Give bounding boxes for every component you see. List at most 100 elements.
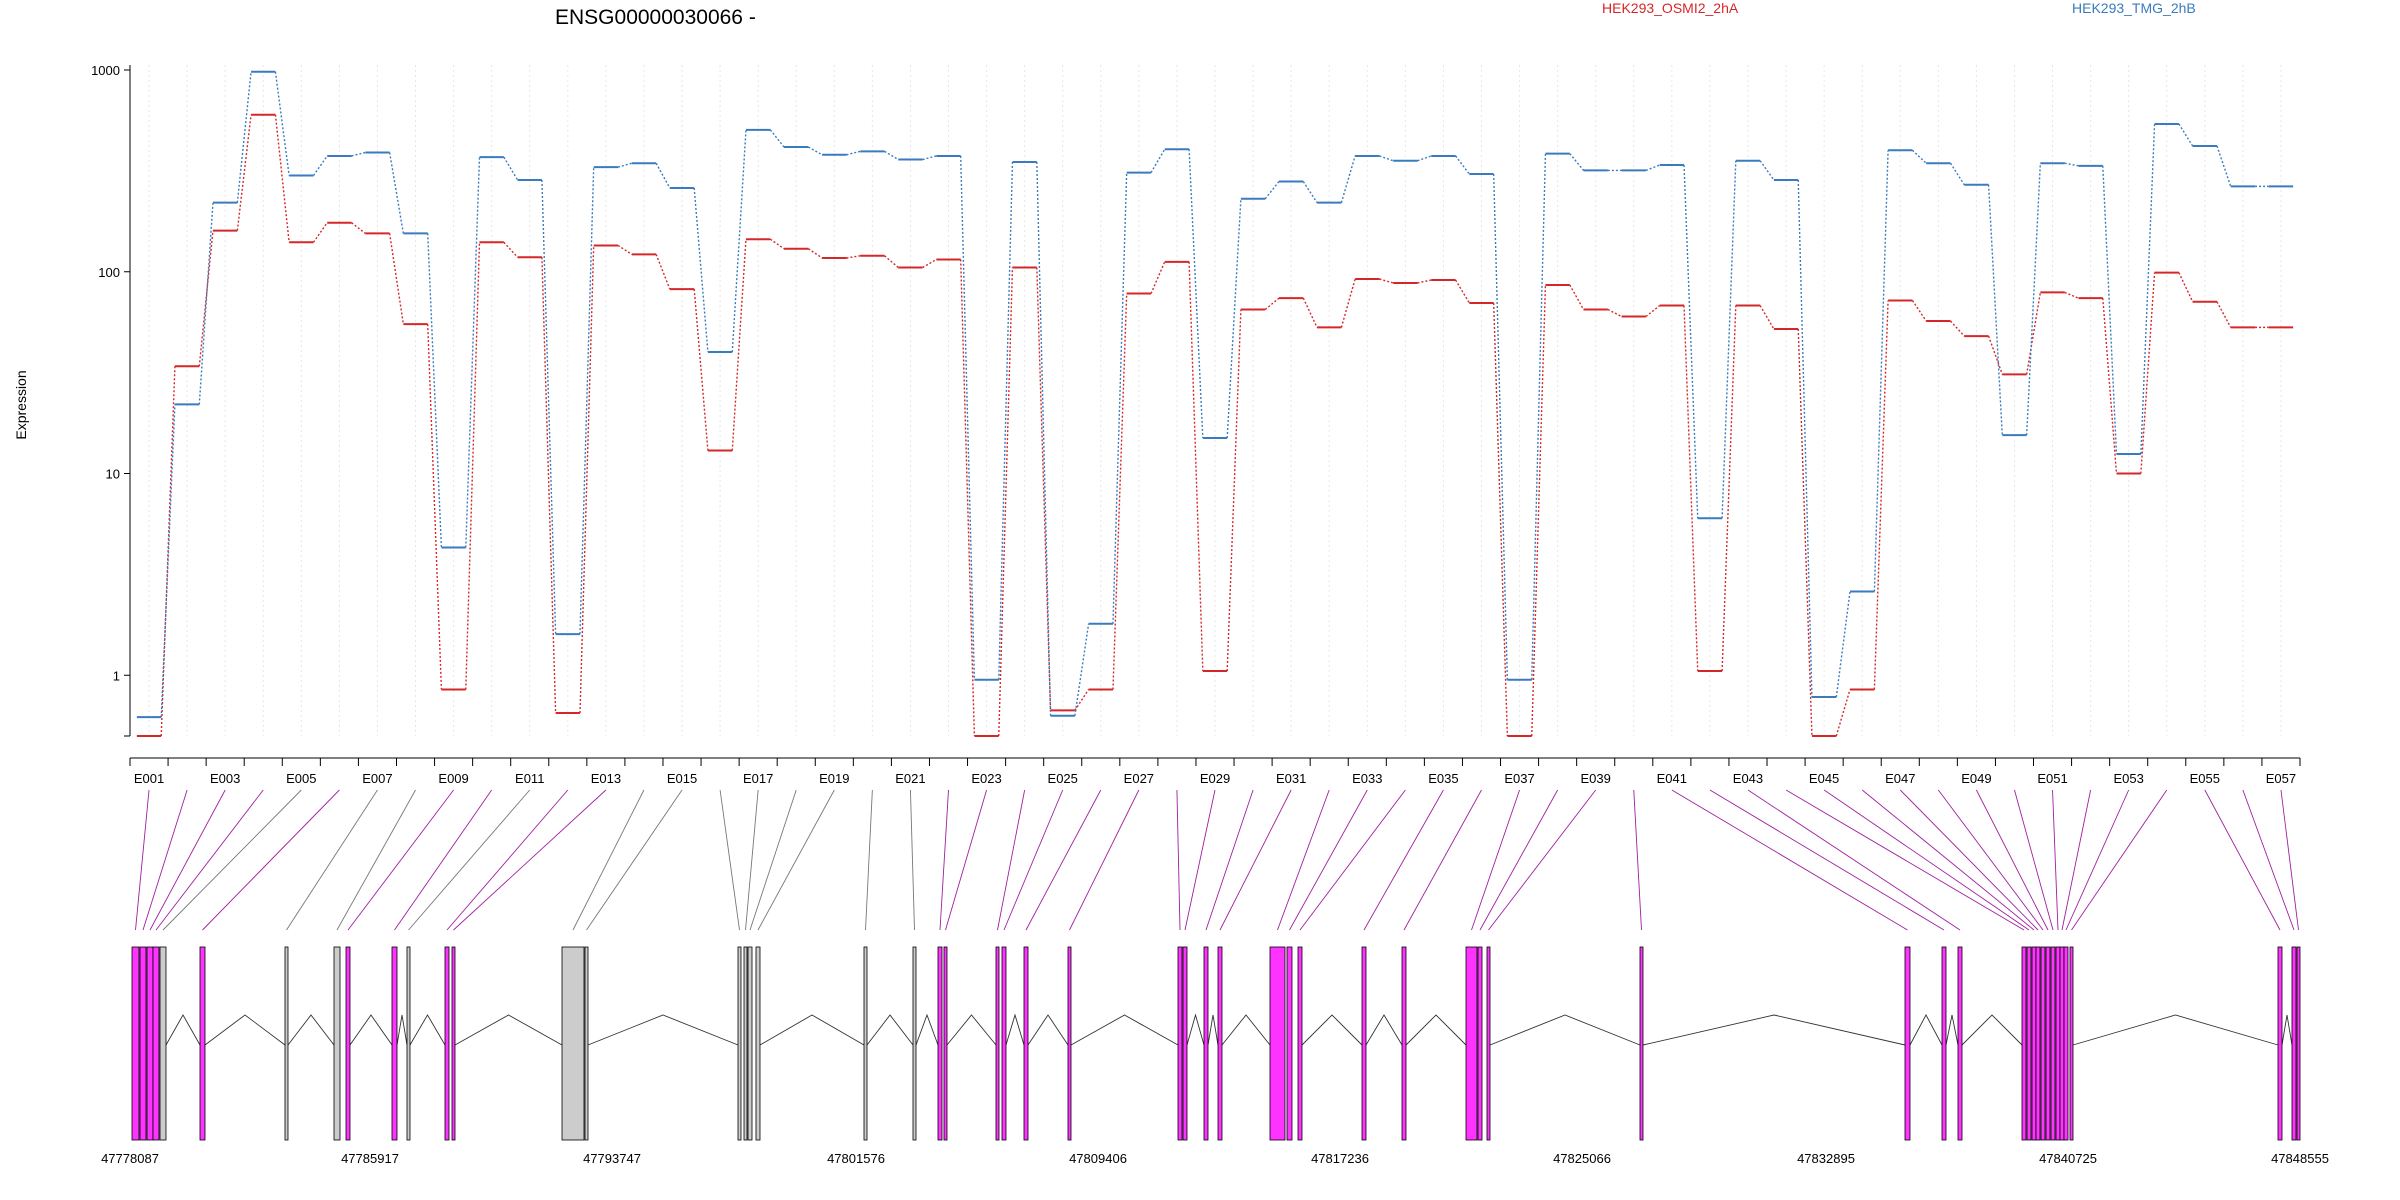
- intron: [915, 1013, 939, 1046]
- exon-link: [453, 789, 607, 931]
- exon-box: [2050, 946, 2056, 1141]
- series-connector: [160, 71, 2269, 718]
- exon-box: [561, 946, 585, 1141]
- intron: [1909, 1014, 1943, 1046]
- exon-link: [2061, 789, 2092, 931]
- intron: [946, 1014, 997, 1046]
- exon-box: [1001, 946, 1007, 1141]
- exon-link: [1899, 789, 2039, 931]
- exon-link: [586, 789, 683, 931]
- exon-box: [1401, 946, 1407, 1141]
- exon-link: [1709, 789, 1945, 931]
- exon-box: [131, 946, 140, 1141]
- exon-box: [2296, 946, 2301, 1141]
- exon-box: [2059, 946, 2065, 1141]
- exon-label: E009: [438, 771, 468, 786]
- exon-link: [1025, 789, 1102, 931]
- y-tick-label: 100: [98, 265, 120, 280]
- exon-link: [745, 789, 759, 931]
- exon-link: [1277, 789, 1330, 931]
- exon-box: [2291, 946, 2297, 1141]
- exon-label: E025: [1048, 771, 1078, 786]
- exon-box: [1182, 946, 1188, 1141]
- exon-label: E019: [819, 771, 849, 786]
- intron: [1405, 1014, 1467, 1046]
- exon-link: [1069, 789, 1140, 931]
- intron: [866, 1014, 914, 1046]
- intron: [1489, 1014, 1641, 1046]
- exon-link: [2280, 789, 2299, 931]
- exon-label: E023: [971, 771, 1001, 786]
- intron: [1027, 1014, 1069, 1046]
- intron: [396, 1014, 408, 1046]
- exon-label: E017: [743, 771, 773, 786]
- genomic-tick-label: 47801576: [827, 1151, 885, 1166]
- exon-link: [1823, 789, 2030, 931]
- intron: [1207, 1014, 1219, 1046]
- series-connector: [160, 114, 2269, 737]
- exon-box: [1203, 946, 1209, 1141]
- exon-label: E027: [1124, 771, 1154, 786]
- exon-box: [1904, 946, 1911, 1141]
- exon-box: [2026, 946, 2032, 1141]
- exon-link: [162, 789, 302, 931]
- exon-label: E051: [2037, 771, 2067, 786]
- exon-box: [584, 946, 589, 1141]
- exon-link: [1299, 789, 1406, 931]
- exon-label: E057: [2266, 771, 2296, 786]
- exon-box: [2069, 946, 2074, 1141]
- exon-box: [1217, 946, 1223, 1141]
- exon-link: [2204, 789, 2281, 931]
- y-axis-label: Expression: [13, 370, 29, 439]
- exon-box: [1486, 946, 1491, 1141]
- genomic-tick-label: 47840725: [2039, 1151, 2097, 1166]
- exon-label: E041: [1657, 771, 1687, 786]
- exon-box: [1477, 946, 1483, 1141]
- exon-link: [347, 789, 454, 931]
- exon-box: [2045, 946, 2051, 1141]
- gene-model: 47778087 47785917 47793747 47801576 47809406…: [101, 946, 2329, 1166]
- exon-link: [1671, 789, 1908, 931]
- exon-label: E039: [1581, 771, 1611, 786]
- exon-link: [446, 789, 569, 931]
- exon-label: E037: [1504, 771, 1534, 786]
- exon-box: [1286, 946, 1293, 1141]
- exon-link: [1176, 789, 1181, 931]
- exon-link: [2071, 789, 2168, 931]
- exon-label: E015: [667, 771, 697, 786]
- exon-box: [737, 946, 742, 1141]
- exon-link: [408, 789, 531, 931]
- exon-box: [152, 946, 160, 1141]
- exon-link: [286, 789, 378, 931]
- exon-link: [135, 789, 150, 931]
- exon-box: [1269, 946, 1286, 1141]
- exon-link: [1747, 789, 1961, 931]
- genomic-tick-label: 47825066: [1553, 1151, 1611, 1166]
- exon-box: [747, 946, 753, 1141]
- exon-label: E053: [2113, 771, 2143, 786]
- exon-link: [2242, 789, 2295, 931]
- axes: 1 10 100 1000 E001 E003 E005 E007 E009 E011 E013 E0…: [91, 63, 2301, 786]
- exon-link: [945, 789, 988, 931]
- exon-box: [995, 946, 1000, 1141]
- exon-label: E013: [591, 771, 621, 786]
- exon-link: [1003, 789, 1064, 931]
- exon-label: E047: [1885, 771, 1915, 786]
- exon-link: [939, 789, 949, 931]
- exon-link: [1861, 789, 2035, 931]
- exon-links: [135, 789, 2299, 931]
- exon-box: [943, 946, 948, 1141]
- exon-link: [2065, 789, 2130, 931]
- exon-box: [755, 946, 761, 1141]
- series-lines: [136, 70, 2294, 737]
- genomic-tick-label: 47793747: [583, 1151, 641, 1166]
- exon-link: [149, 789, 226, 931]
- exon-link: [202, 789, 340, 931]
- chart-title: ENSG00000030066 -: [555, 6, 756, 29]
- exon-link: [2052, 789, 2059, 931]
- exon-link: [1479, 789, 1559, 931]
- genomic-tick-label: 47817236: [1311, 1151, 1369, 1166]
- intron: [409, 1014, 446, 1046]
- exon-box: [159, 946, 167, 1141]
- exon-box: [1361, 946, 1367, 1141]
